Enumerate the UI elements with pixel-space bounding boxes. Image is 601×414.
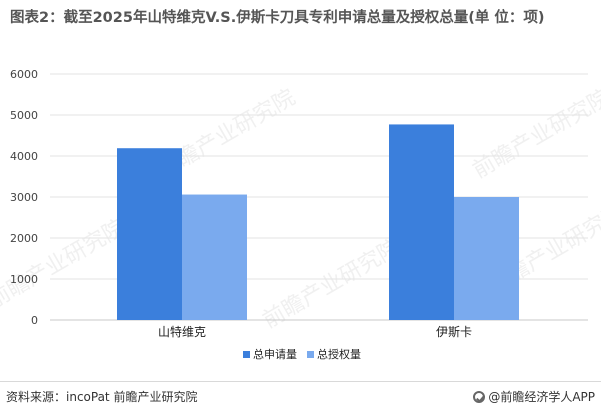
bar-0-0 — [117, 148, 182, 320]
legend-label-1: 总授权量 — [317, 347, 361, 361]
y-tick-label: 5000 — [10, 109, 38, 122]
legend-label-0: 总申请量 — [253, 347, 297, 361]
y-tick-label: 2000 — [10, 232, 38, 245]
y-tick-label: 3000 — [10, 191, 38, 204]
watermark-text: 前瞻产业研究院 — [469, 85, 601, 184]
bar-1-1 — [454, 197, 519, 320]
brand-label: @前瞻经济学人APP — [488, 390, 595, 404]
source-note: 资料来源：incoPat 前瞻产业研究院 — [6, 390, 198, 404]
chart-title: 图表2：截至2025年山特维克V.S.伊斯卡刀具专利申请总量及授权总量(单 位：… — [10, 10, 545, 26]
bar-0-1 — [182, 194, 247, 320]
legend-swatch-0 — [243, 351, 250, 358]
watermark-text: 前瞻产业研究院 — [0, 215, 130, 314]
x-tick-label: 山特维克 — [158, 324, 206, 339]
y-tick-label: 4000 — [10, 150, 38, 163]
footer-divider — [0, 381, 601, 382]
watermark-text: 前瞻产业研究院 — [259, 235, 405, 334]
brand-logo-icon — [473, 390, 486, 403]
y-tick-label: 0 — [31, 314, 38, 327]
y-axis-ticks: 0 1000 2000 3000 4000 5000 6000 — [10, 68, 38, 327]
x-tick-label: 伊斯卡 — [436, 325, 472, 339]
legend-swatch-1 — [307, 351, 314, 358]
bars — [117, 124, 519, 321]
legend: 总申请量 总授权量 — [243, 347, 361, 361]
y-tick-label: 1000 — [10, 273, 38, 286]
x-axis-ticks: 山特维克 伊斯卡 — [158, 324, 472, 339]
y-tick-label: 6000 — [10, 68, 38, 81]
brand-signature: @前瞻经济学人APP — [473, 388, 595, 405]
bar-1-0 — [389, 124, 454, 321]
